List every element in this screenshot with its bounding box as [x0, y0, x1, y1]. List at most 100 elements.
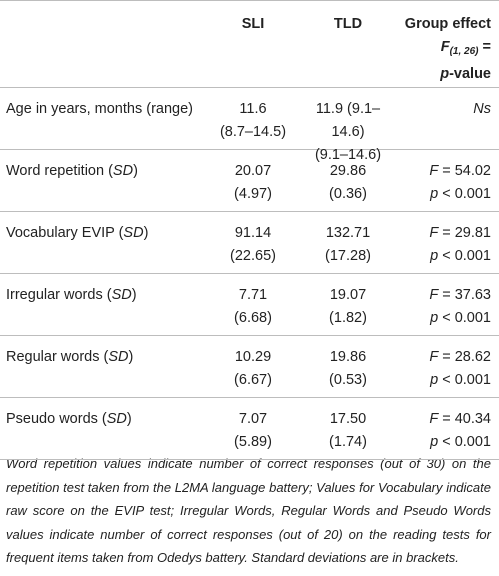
cell-line: F = 29.81: [371, 222, 491, 245]
cell-line: 20.07: [234, 163, 272, 179]
table-row: Word repetition (SD) 20.07 (4.97) 29.86 (0.3…: [0, 150, 499, 212]
header-cell: Group effect F(1, 26) = p-value: [371, 13, 491, 86]
cell-line: F = 54.02: [371, 160, 491, 183]
text-run: ): [133, 163, 138, 179]
group-cell: F = 28.62 p < 0.001: [371, 346, 491, 392]
cell-line: 17.50: [329, 411, 367, 427]
row-label: Vocabulary EVIP (SD): [6, 222, 206, 245]
group-cell: F = 54.02 p < 0.001: [371, 160, 491, 206]
text-run: SD: [106, 411, 127, 427]
cell-line: Group effect: [371, 13, 491, 36]
cell-line: (22.65): [230, 248, 276, 264]
cell-line: p < 0.001: [371, 369, 491, 392]
cell-line: p-value: [371, 63, 491, 86]
cell-line: F = 40.34: [371, 408, 491, 431]
text-run: p: [430, 434, 439, 450]
cell-line: (0.53): [329, 372, 367, 388]
sli-cell: 91.14 (22.65): [205, 222, 301, 268]
row-label: Word repetition (SD): [6, 160, 206, 183]
cell-line: 7.07: [238, 411, 268, 427]
text-run: < 0.001: [438, 186, 491, 202]
cell-line: 132.71: [325, 225, 371, 241]
header-cell: TLD: [333, 16, 363, 32]
text-run: < 0.001: [438, 434, 491, 450]
cell-line: 10.29: [234, 349, 272, 365]
text-run: SD: [123, 225, 144, 241]
text-run: SD: [111, 287, 132, 303]
cell-line: 11.9 (9.1–14.6): [315, 101, 381, 140]
sli-cell: 20.07 (4.97): [205, 160, 301, 206]
cell-line: (6.68): [234, 310, 272, 326]
text-run: =: [478, 39, 491, 55]
text-run: F: [429, 287, 439, 303]
text-run: Ns: [473, 101, 491, 117]
text-run: Vocabulary EVIP (: [6, 225, 124, 241]
cell-line: 19.86: [329, 349, 367, 365]
tld-cell: 29.86 (0.36): [300, 160, 396, 206]
cell-line: 91.14: [234, 225, 272, 241]
text-run: = 29.81: [438, 225, 491, 241]
cell-line: (4.97): [234, 186, 272, 202]
cell-line: p < 0.001: [371, 183, 491, 206]
text-run: F: [429, 225, 439, 241]
text-run: Pseudo words (: [6, 411, 107, 427]
cell-line: p < 0.001: [371, 307, 491, 330]
text-run: Age in years, months (range): [6, 101, 193, 117]
table-row: Age in years, months (range) 11.6 (8.7–14.…: [0, 88, 499, 163]
text-run: = 37.63: [438, 287, 491, 303]
group-cell: F = 29.81 p < 0.001: [371, 222, 491, 268]
text-run: Regular words (: [6, 349, 109, 365]
cell-line: 29.86: [329, 163, 367, 179]
row-label: Pseudo words (SD): [6, 408, 206, 431]
row-label: Irregular words (SD): [6, 284, 206, 307]
text-run: SD: [112, 163, 134, 179]
text-run: < 0.001: [438, 310, 491, 326]
footnote: Word repetition values indicate number o…: [6, 456, 491, 565]
text-run: F: [429, 163, 439, 179]
text-run: p: [430, 248, 439, 264]
sli-cell: 7.71 (6.68): [205, 284, 301, 330]
cell-line: 11.6: [239, 101, 267, 117]
cell-line: (0.36): [329, 186, 367, 202]
cell-line: (5.89): [234, 434, 272, 450]
row-label: Age in years, months (range): [6, 98, 206, 121]
tld-cell: 19.86 (0.53): [300, 346, 396, 392]
cell-line: (8.7–14.5): [219, 124, 287, 140]
text-run: < 0.001: [438, 248, 491, 264]
tld-cell: 132.71 (17.28): [300, 222, 396, 268]
text-run: Word repetition (: [6, 163, 113, 179]
cell-line: Ns: [371, 98, 491, 121]
group-cell: F = 40.34 p < 0.001: [371, 408, 491, 454]
cell-line: p < 0.001: [371, 431, 491, 454]
sli-cell: 7.07 (5.89): [205, 408, 301, 454]
group-cell: Ns: [371, 98, 491, 121]
text-run: p: [440, 66, 450, 82]
text-run: F: [429, 411, 439, 427]
tld-cell: 19.07 (1.82): [300, 284, 396, 330]
cell-line: (1.82): [329, 310, 367, 326]
table-row: Pseudo words (SD) 7.07 (5.89) 17.50 (1.74) F …: [0, 398, 499, 460]
text-run: -value: [449, 66, 491, 82]
table-row: Regular words (SD) 10.29 (6.67) 19.86 (0.53)…: [0, 336, 499, 398]
table-row: Irregular words (SD) 7.71 (6.68) 19.07 (1.82…: [0, 274, 499, 336]
text-run: ): [131, 287, 137, 303]
text-run: Group effect: [404, 16, 491, 32]
cell-line: 7.71: [238, 287, 268, 303]
cell-line: (17.28): [325, 248, 371, 264]
row-label: Regular words (SD): [6, 346, 206, 369]
text-run: < 0.001: [438, 372, 491, 388]
subscript: (1, 26): [449, 46, 479, 57]
text-run: F: [440, 39, 450, 55]
cell-line: (6.67): [234, 372, 272, 388]
cell-line: F = 37.63: [371, 284, 491, 307]
cell-line: F(1, 26) =: [371, 36, 491, 63]
text-run: = 28.62: [438, 349, 491, 365]
text-run: = 54.02: [438, 163, 491, 179]
text-run: ): [126, 411, 132, 427]
text-run: = 40.34: [438, 411, 491, 427]
text-run: Irregular words (: [6, 287, 112, 303]
text-run: p: [430, 310, 439, 326]
text-run: p: [430, 186, 439, 202]
text-run: SD: [108, 349, 129, 365]
